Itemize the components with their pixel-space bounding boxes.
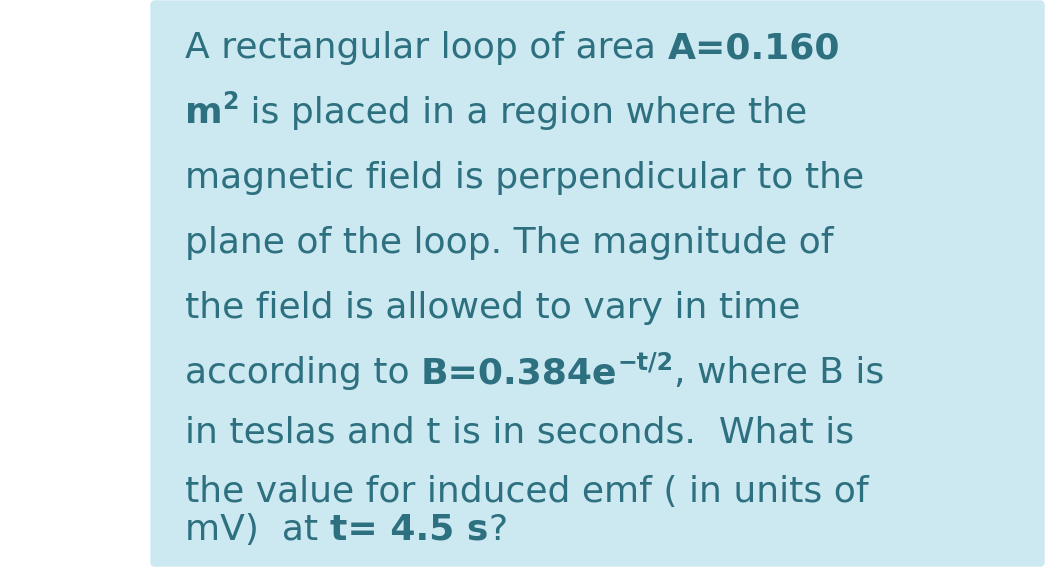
Text: A=0.160: A=0.160: [667, 31, 839, 65]
FancyBboxPatch shape: [151, 1, 1044, 566]
Text: B=0.384e: B=0.384e: [421, 356, 617, 390]
Text: the field is allowed to vary in time: the field is allowed to vary in time: [185, 291, 800, 325]
Text: the value for induced emf ( in units of: the value for induced emf ( in units of: [185, 475, 868, 509]
Text: ?: ?: [488, 513, 508, 547]
Text: in teslas and t is in seconds.  What is: in teslas and t is in seconds. What is: [185, 415, 854, 449]
Text: m: m: [185, 96, 222, 130]
Text: , where B is: , where B is: [674, 356, 884, 390]
Text: magnetic field is perpendicular to the: magnetic field is perpendicular to the: [185, 161, 864, 195]
Text: 2: 2: [222, 90, 239, 114]
Text: A rectangular loop of area: A rectangular loop of area: [185, 31, 667, 65]
Text: −t/2: −t/2: [617, 350, 674, 374]
Text: is placed in a region where the: is placed in a region where the: [239, 96, 808, 130]
Text: according to: according to: [185, 356, 421, 390]
Text: t= 4.5 s: t= 4.5 s: [330, 513, 488, 547]
Text: plane of the loop. The magnitude of: plane of the loop. The magnitude of: [185, 226, 833, 260]
Text: mV)  at: mV) at: [185, 513, 330, 547]
